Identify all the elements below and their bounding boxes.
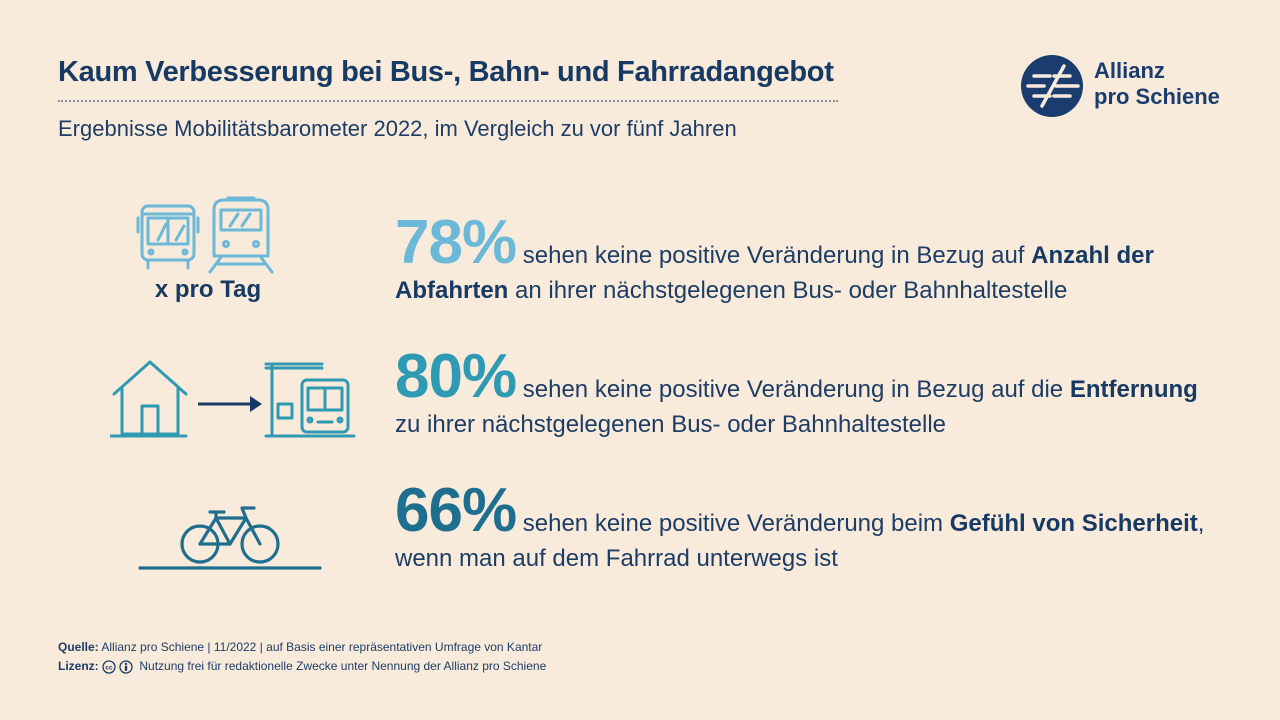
stat-departures: 78% sehen keine positive Veränderung in … [395,212,1154,308]
stat-highlight-continued: Abfahrten [395,277,509,304]
logo-line1: Allianz [1094,58,1165,83]
logo-line2: pro Schiene [1094,84,1220,109]
logo-wordmark: Allianz pro Schiene [1094,58,1220,110]
source-text: Allianz pro Schiene | 11/2022 | auf Basi… [98,640,543,654]
stat-text: sehen keine positive Veränderung beim [522,510,950,537]
license-text: Nutzung frei für redaktionelle Zwecke un… [136,659,547,673]
title-divider [58,100,838,102]
stat-percent: 66% [395,476,517,545]
stat-percent: 78% [395,208,517,277]
stat-highlight: Entfernung [1069,376,1198,403]
departures-per-day-label: x pro Tag [154,276,262,303]
stat-highlight: Anzahl der [1031,242,1154,269]
svg-text:cc: cc [105,664,113,671]
source-label: Quelle: [58,640,99,654]
stat-highlight: Gefühl von Sicherheit [949,510,1198,537]
bus-and-train-icon [136,196,274,274]
license-line: Lizenz: cc Nutzung frei für redaktionell… [58,659,546,674]
page-title: Kaum Verbesserung bei Bus-, Bahn- und Fa… [58,56,834,88]
stat-distance: 80% sehen keine positive Veränderung in … [395,346,1198,442]
stat-text-line2: wenn man auf dem Fahrrad unterwegs ist [395,545,838,572]
allianz-pro-schiene-logo-icon [1021,55,1083,117]
creative-commons-icon: cc [102,660,133,674]
stat-percent: 80% [395,342,517,411]
house-to-bus-stop-icon [110,360,356,438]
stat-text-continued: an ihrer nächstgelegenen Bus- oder Bahnh… [508,277,1068,304]
stat-text: sehen keine positive Veränderung in Bezu… [522,376,1070,403]
source-line: Quelle: Allianz pro Schiene | 11/2022 | … [58,640,542,654]
license-label: Lizenz: [58,659,99,673]
page-subtitle: Ergebnisse Mobilitätsbarometer 2022, im … [58,116,737,141]
stat-text-line2: zu ihrer nächstgelegenen Bus- oder Bahnh… [395,411,947,438]
stat-safety: 66% sehen keine positive Veränderung bei… [395,480,1204,576]
bicycle-icon [138,506,322,570]
stat-text: sehen keine positive Veränderung in Bezu… [522,242,1032,269]
stat-punctuation: , [1197,510,1205,537]
